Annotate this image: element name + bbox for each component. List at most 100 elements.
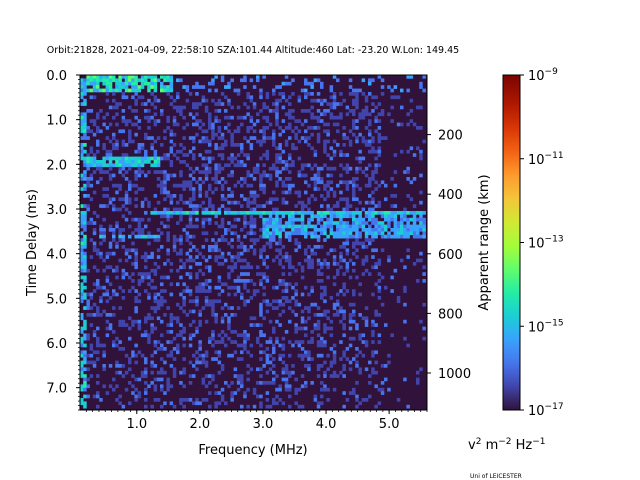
- heatmap-cell: [169, 78, 174, 83]
- heatmap-cell: [300, 211, 305, 215]
- heatmap-cell: [230, 170, 234, 174]
- heatmap-cell: [153, 343, 158, 348]
- heatmap-cell: [169, 95, 174, 100]
- heatmap-cell: [307, 309, 311, 314]
- heatmap-cell: [163, 214, 167, 219]
- heatmap-cell: [358, 214, 362, 219]
- heatmap-cell: [268, 122, 273, 127]
- heatmap-cell: [147, 231, 151, 236]
- heatmap-cell: [134, 160, 138, 164]
- heatmap-cell: [422, 139, 426, 144]
- heatmap-cell: [131, 217, 135, 222]
- heatmap-cell: [86, 88, 90, 93]
- heatmap-cell: [310, 285, 314, 290]
- heatmap-cell: [172, 367, 177, 372]
- heatmap-cell: [403, 265, 407, 270]
- heatmap-cell: [406, 122, 410, 127]
- heatmap-cell: [92, 190, 97, 195]
- heatmap-cell: [368, 132, 372, 137]
- heatmap-cell: [419, 221, 423, 225]
- heatmap-cell: [134, 251, 138, 256]
- heatmap-cell: [115, 105, 119, 110]
- heatmap-cell: [345, 289, 350, 293]
- heatmap-cell: [377, 146, 382, 151]
- heatmap-cell: [124, 323, 129, 327]
- heatmap-cell: [406, 221, 410, 225]
- heatmap-cell: [352, 194, 356, 198]
- heatmap-cell: [214, 245, 218, 249]
- heatmap-cell: [371, 170, 375, 174]
- heatmap-cell: [112, 98, 116, 103]
- heatmap-cell: [332, 357, 337, 361]
- heatmap-cell: [208, 302, 212, 307]
- heatmap-cell: [364, 126, 369, 130]
- heatmap-cell: [182, 200, 186, 205]
- heatmap-cell: [294, 282, 298, 287]
- heatmap-cell: [377, 136, 382, 140]
- heatmap-cell: [297, 224, 302, 229]
- heatmap-cell: [176, 78, 180, 83]
- heatmap-cell: [83, 217, 87, 222]
- heatmap-cell: [339, 251, 343, 256]
- heatmap-cell: [131, 350, 135, 355]
- heatmap-cell: [294, 289, 298, 293]
- heatmap-cell: [316, 109, 321, 113]
- heatmap-cell: [345, 221, 350, 225]
- heatmap-cell: [323, 384, 327, 389]
- heatmap-cell: [224, 85, 228, 89]
- heatmap-cell: [230, 194, 234, 198]
- heatmap-cell: [211, 306, 215, 310]
- heatmap-cell: [198, 323, 202, 327]
- heatmap-cell: [300, 88, 305, 93]
- heatmap-cell: [246, 299, 250, 304]
- heatmap-cell: [176, 343, 180, 348]
- heatmap-cell: [390, 95, 394, 100]
- heatmap-cell: [265, 126, 270, 130]
- heatmap-cell: [134, 170, 138, 174]
- heatmap-cell: [262, 381, 266, 385]
- heatmap-cell: [112, 231, 116, 236]
- heatmap-cell: [108, 323, 113, 327]
- heatmap-cell: [217, 180, 222, 185]
- heatmap-cell: [182, 398, 186, 402]
- heatmap-cell: [400, 228, 404, 232]
- heatmap-cell: [416, 217, 420, 222]
- heatmap-cell: [256, 204, 260, 208]
- heatmap-cell: [409, 197, 414, 202]
- heatmap-cell: [310, 336, 314, 341]
- heatmap-cell: [185, 238, 190, 242]
- heatmap-cell: [118, 183, 122, 188]
- heatmap-cell: [144, 251, 148, 256]
- heatmap-cell: [329, 364, 334, 368]
- heatmap-cell: [92, 330, 97, 334]
- heatmap-cell: [195, 166, 199, 171]
- heatmap-cell: [422, 211, 426, 215]
- heatmap-cell: [355, 177, 359, 181]
- heatmap-cell: [230, 306, 234, 310]
- heatmap-cell: [83, 343, 87, 348]
- heatmap-cell: [374, 370, 378, 375]
- heatmap-cell: [256, 394, 260, 399]
- heatmap-cell: [144, 102, 148, 106]
- heatmap-cell: [112, 292, 116, 297]
- heatmap-cell: [304, 81, 308, 86]
- heatmap-cell: [412, 211, 417, 215]
- heatmap-cell: [102, 163, 106, 168]
- heatmap-cell: [102, 156, 106, 161]
- heatmap-cell: [355, 156, 359, 161]
- heatmap-cell: [249, 296, 254, 300]
- heatmap-cell: [83, 241, 87, 246]
- heatmap-cell: [99, 285, 103, 290]
- heatmap-cell: [208, 211, 212, 215]
- heatmap-cell: [416, 370, 420, 375]
- heatmap-cell: [236, 374, 241, 378]
- heatmap-cell: [416, 228, 420, 232]
- heatmap-cell: [297, 95, 302, 100]
- heatmap-cell: [182, 299, 186, 304]
- heatmap-cell: [102, 353, 106, 358]
- heatmap-cell: [217, 262, 222, 266]
- heatmap-cell: [83, 353, 87, 358]
- heatmap-cell: [358, 112, 362, 117]
- heatmap-cell: [348, 316, 353, 321]
- heatmap-cell: [352, 251, 356, 256]
